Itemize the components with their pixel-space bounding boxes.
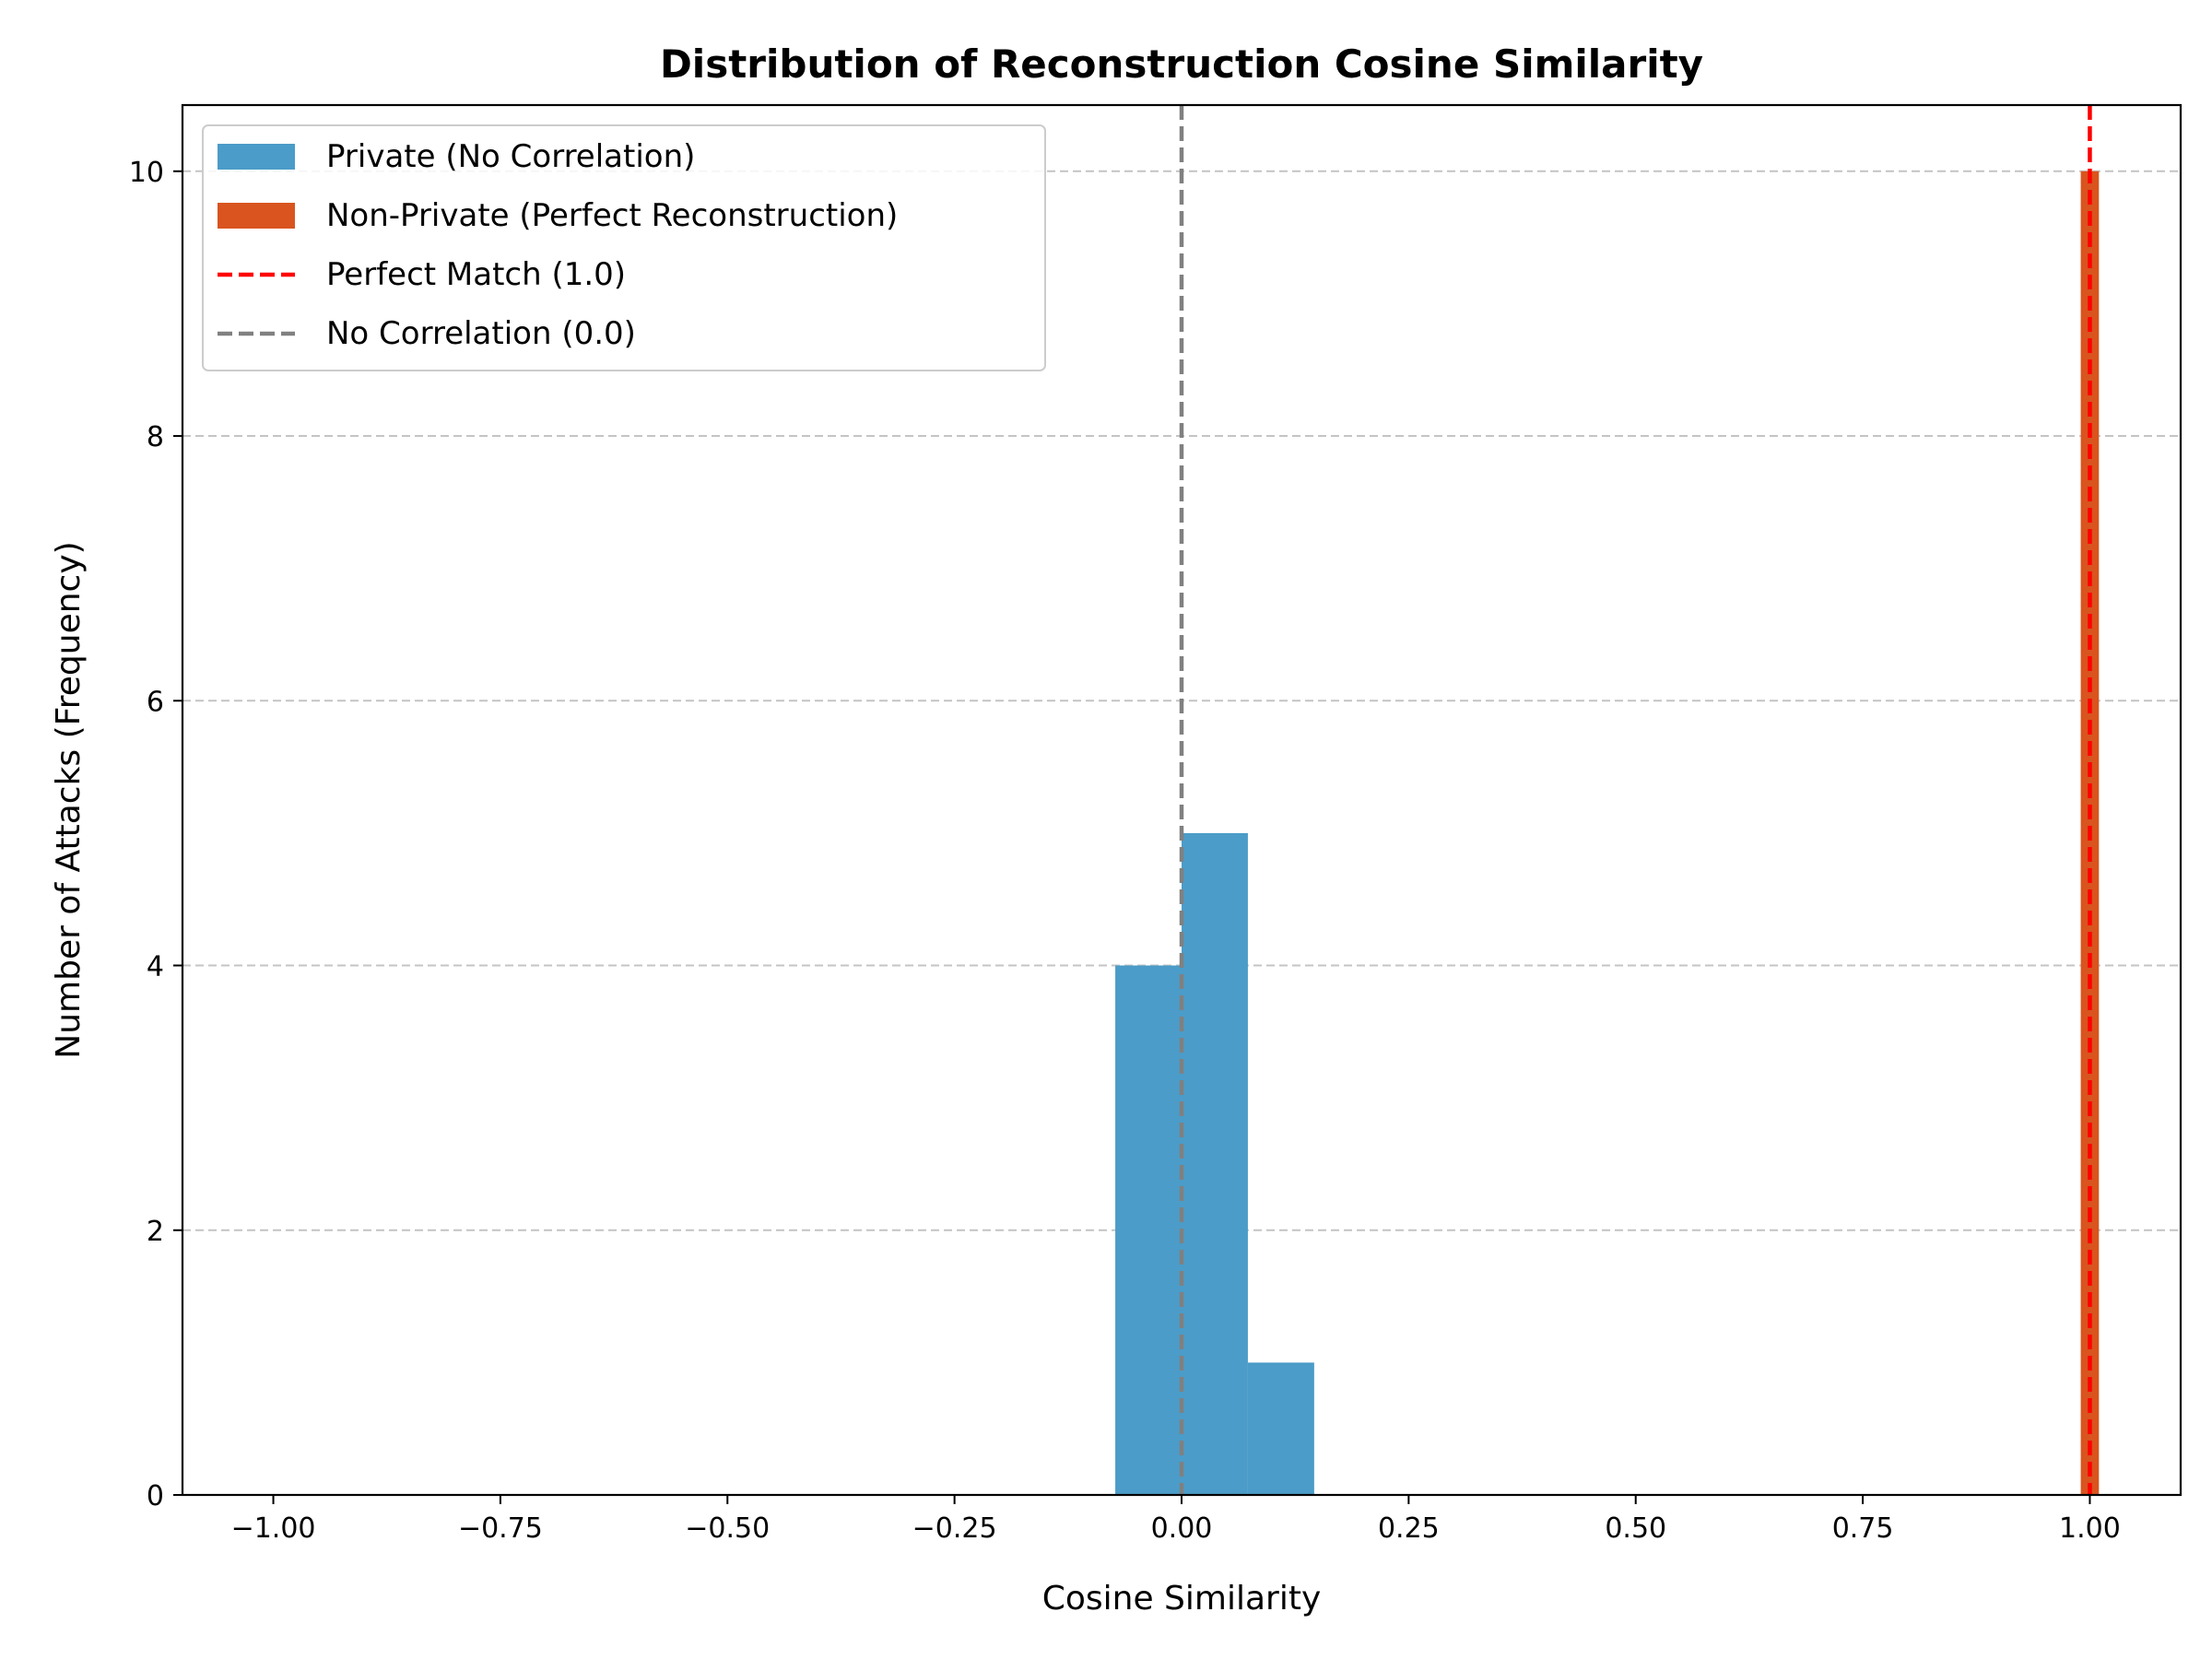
x-axis-ticks: −1.00 −0.75 −0.50 −0.25 0.00 0.25 0.50 0.75 1.00: [231, 1495, 2121, 1545]
x-tick-label: 0.25: [1378, 1512, 1440, 1545]
y-axis-ticks: 0 2 4 6 8 10: [129, 157, 182, 1512]
legend: Private (No Correlation) Non-Private (Per…: [202, 124, 1046, 371]
y-tick-label: 2: [147, 1216, 164, 1248]
x-axis-label: Cosine Similarity: [1042, 1580, 1322, 1618]
y-tick-label: 4: [147, 951, 164, 983]
y-tick-label: 10: [129, 157, 164, 189]
y-tick-label: 0: [147, 1480, 164, 1512]
bar: [1247, 1362, 1314, 1495]
y-axis-label: Number of Attacks (Frequency): [50, 541, 88, 1058]
x-tick-label: 1.00: [2059, 1512, 2121, 1545]
legend-swatch: [218, 203, 295, 229]
x-tick-label: −1.00: [231, 1512, 316, 1545]
x-tick-label: −0.75: [458, 1512, 543, 1545]
bar: [1115, 965, 1182, 1495]
legend-swatch: [218, 144, 295, 170]
x-tick-label: 0.75: [1832, 1512, 1894, 1545]
legend-box: [202, 124, 1046, 371]
y-tick-label: 6: [147, 686, 164, 718]
x-tick-label: 0.50: [1605, 1512, 1666, 1545]
legend-label: Non-Private (Perfect Reconstruction): [326, 197, 898, 234]
chart-title: Distribution of Reconstruction Cosine Si…: [660, 41, 1703, 87]
bar: [1182, 832, 1248, 1495]
bars: [1115, 171, 2100, 1495]
legend-label: Private (No Correlation): [326, 138, 695, 175]
x-tick-label: −0.25: [912, 1512, 997, 1545]
legend-label: No Correlation (0.0): [326, 315, 636, 352]
x-tick-label: 0.00: [1151, 1512, 1213, 1545]
legend-label: Perfect Match (1.0): [326, 256, 626, 293]
x-tick-label: −0.50: [685, 1512, 770, 1545]
reference-lines: [1179, 105, 2092, 1495]
y-tick-label: 8: [147, 421, 164, 453]
